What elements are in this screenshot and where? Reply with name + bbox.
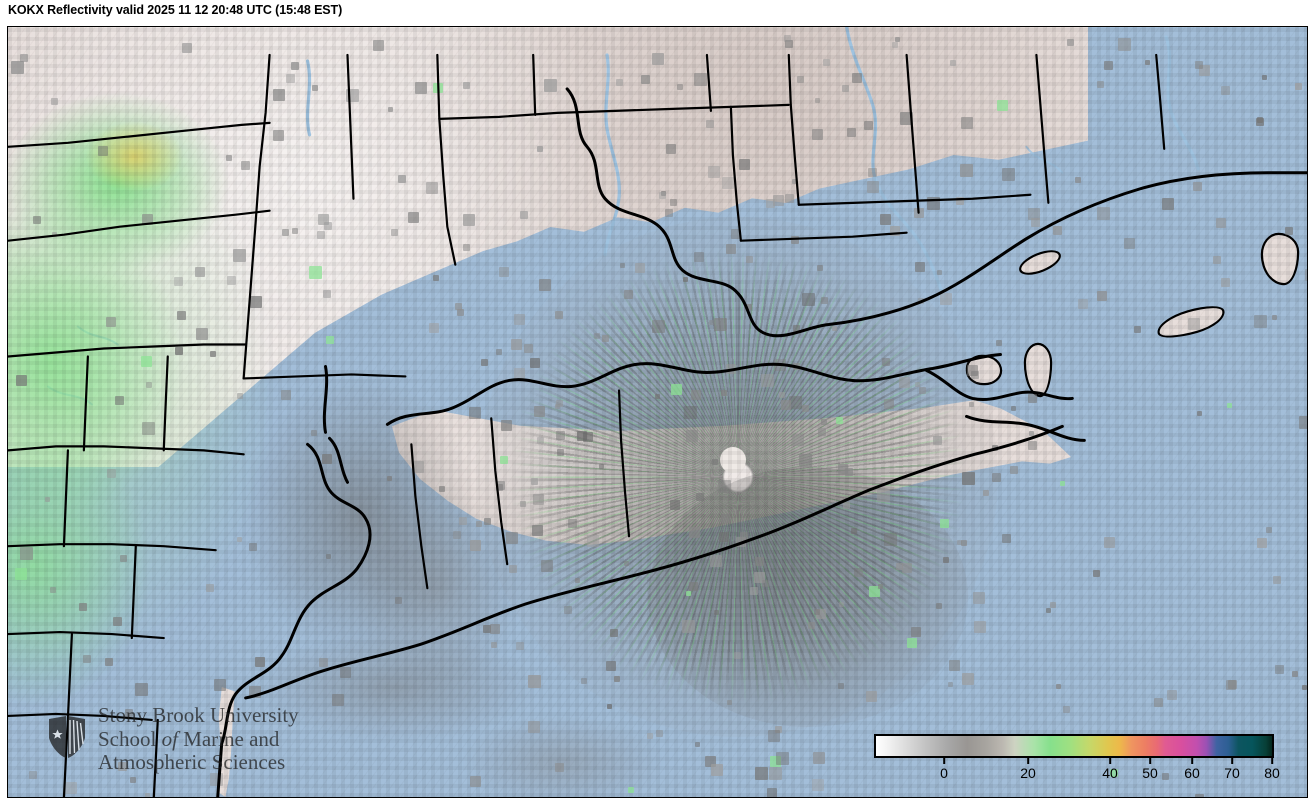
colorbar-tick-label: 20 (1020, 765, 1036, 781)
colorbar-tick (1191, 758, 1193, 764)
colorbar-tick (1109, 758, 1111, 764)
land-block-island (1263, 235, 1297, 283)
map-canvas: Stony Brook University School of Marine … (8, 27, 1307, 797)
colorbar-tick (1271, 758, 1273, 764)
colorbar-gradient (874, 734, 1274, 758)
colorbar-tick (1027, 758, 1029, 764)
political-boundaries-layer (8, 53, 1307, 797)
colorbar-tick-label: 80 (1264, 765, 1280, 781)
colorbar-tick-label: 60 (1184, 765, 1200, 781)
map-panel[interactable]: Stony Brook University School of Marine … (7, 26, 1308, 798)
page-title: KOKX Reflectivity valid 2025 11 12 20:48… (8, 3, 343, 17)
colorbar-tick-label: 50 (1142, 765, 1158, 781)
colorbar-tick (943, 758, 945, 764)
colorbar-tick (1149, 758, 1151, 764)
colorbar-tick (1231, 758, 1233, 764)
colorbar-tick-label: 0 (940, 765, 948, 781)
colorbar-tick-label: 40 (1102, 765, 1118, 781)
land-gardiners-island (1026, 345, 1050, 395)
colorbar-tick-label: 70 (1224, 765, 1240, 781)
colorbar-legend: 0 20 40 50 60 70 80 (874, 734, 1280, 790)
